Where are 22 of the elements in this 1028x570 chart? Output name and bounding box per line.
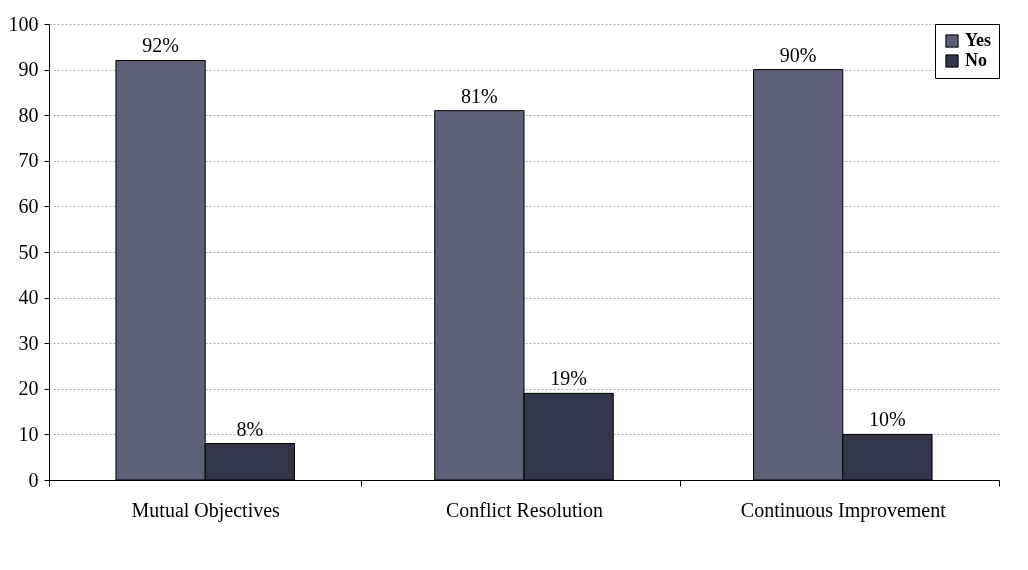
y-tick-label: 90	[18, 58, 39, 81]
legend-label: No	[965, 50, 987, 70]
y-tick-label: 0	[28, 468, 39, 491]
y-tick-label: 40	[18, 286, 39, 309]
y-tick-label: 50	[18, 240, 39, 263]
y-tick-label: 10	[18, 422, 39, 445]
data-label: 90%	[779, 43, 817, 66]
y-tick-label: 30	[18, 331, 39, 354]
y-tick-label: 100	[8, 12, 39, 35]
y-tick-label: 70	[18, 149, 39, 172]
data-label: 19%	[550, 367, 587, 390]
x-tick-label: Continuous Improvement	[740, 498, 947, 522]
y-tick-label: 80	[18, 103, 39, 126]
data-label: 81%	[461, 84, 498, 107]
x-tick-label: Mutual Objectives	[131, 498, 281, 522]
data-label: 8%	[236, 417, 264, 440]
legend-label: Yes	[965, 30, 991, 50]
data-label: 92%	[142, 34, 179, 57]
x-tick-label: Conflict Resolution	[445, 498, 604, 521]
data-label: 10%	[869, 408, 906, 431]
y-tick-label: 60	[18, 194, 39, 217]
y-tick-label: 20	[18, 377, 39, 400]
